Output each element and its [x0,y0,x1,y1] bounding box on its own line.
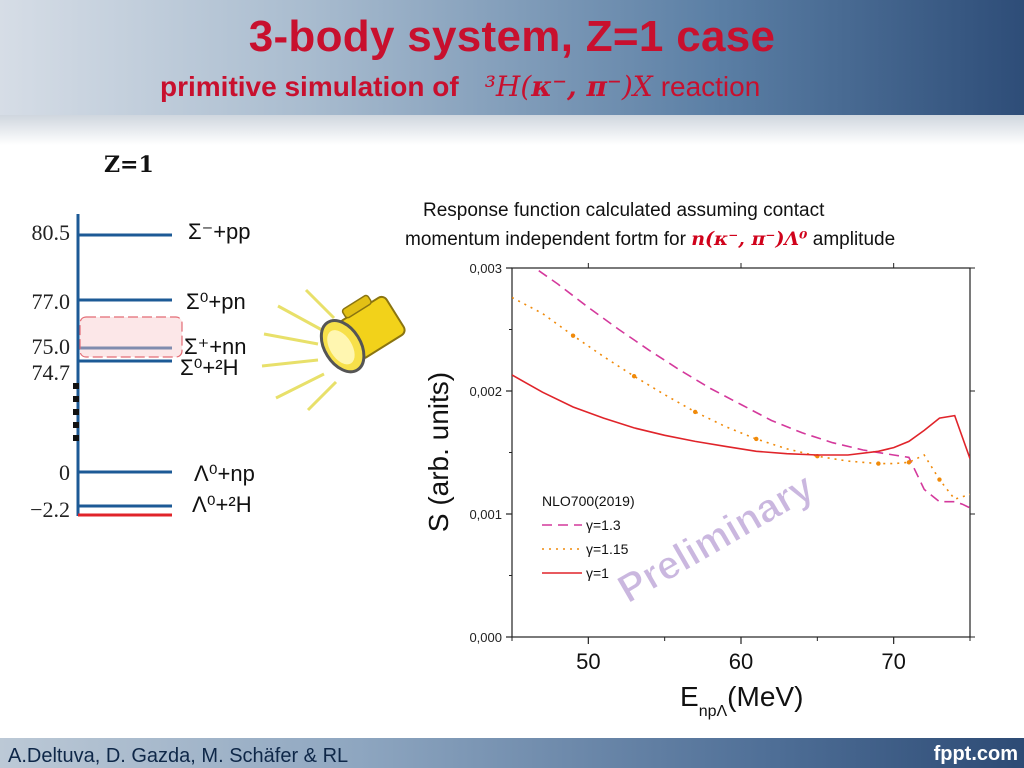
y-tick-label: 0,000 [469,630,502,645]
axis-break-dot [73,435,79,441]
series-line-1 [533,268,970,509]
axis-break-dot [73,396,79,402]
level-energy: 77.0 [31,289,71,314]
level-label: Λ⁰+np [194,461,255,486]
y-tick-label: 0,002 [469,384,502,399]
axis-break-dot [73,383,79,389]
x-axis-label: EnpΛ(MeV) [680,681,803,720]
header-bar [0,0,1024,115]
plot-frame [511,267,971,638]
level-energy: 0 [59,460,70,485]
subtitle-math-base: ³H( [484,70,532,103]
z-label: Z=1 [104,152,154,178]
y-tick-label: 0,001 [469,507,502,522]
axis-break-dot [73,422,79,428]
level-label: Σ⁰+pn [186,289,246,314]
y-tick-label: 0,003 [469,261,502,276]
axis-break-dot [73,409,79,415]
series-line-2 [512,296,970,501]
preliminary-watermark: Preliminary [611,464,822,611]
slide-subtitle: primitive simulation of ³H(κ⁻, π⁻)X reacti… [160,70,760,103]
slide-title: 3-body system, Z=1 case [248,12,776,61]
legend-entry: γ=1.15 [586,541,629,557]
caption-suffix: amplitude [807,229,896,250]
footer-bar [0,738,1024,768]
level-energy: 75.0 [31,334,71,359]
level-label: Σ⁰+²H [180,355,239,380]
series-point [906,460,912,465]
level-energy: 80.5 [31,220,71,245]
x-tick-label: 70 [881,649,905,674]
level-label: Λ⁰+²H [192,492,252,517]
footer-brand: fppt.com [933,743,1018,765]
caption-prefix: momentum independent fortm for [405,229,692,250]
flashlight-icon [261,288,406,412]
level-energy: −2.2 [30,497,70,522]
level-label: Σ⁻+pp [188,219,251,244]
caption-line-1: Response function calculated assuming co… [423,200,825,221]
series-line-3 [512,374,970,459]
series-point [937,477,942,482]
subtitle-text: primitive simulation of [160,71,459,102]
caption-math: n(κ⁻, π⁻)Λ⁰ [691,228,808,250]
highlight-box [79,316,183,358]
caption-line-2: momentum independent fortm for n(κ⁻, π⁻)… [405,225,1005,254]
legend-entry: γ=1 [586,565,609,581]
series-point [876,461,881,466]
series-point [631,374,637,379]
level-energy: 74.7 [31,360,71,385]
x-tick-label: 60 [729,649,753,674]
subtitle-tail: reaction [660,71,761,102]
subtitle-math-particles: κ⁻, π⁻ [531,70,622,103]
footer-authors: A.Deltuva, D. Gazda, M. Schäfer & RL [8,745,349,767]
series-point [570,333,576,338]
header-shadow [0,115,1024,145]
series-point [754,436,759,442]
legend-title: NLO700(2019) [542,493,635,509]
legend-entry: γ=1.3 [586,517,621,533]
level-label: Σ⁺+nn [184,334,247,359]
subtitle-math-close: )X [621,70,653,103]
x-tick-label: 50 [576,649,600,674]
series-point [693,409,698,415]
y-axis-label: S (arb. units) [423,372,454,532]
response-caption: Response function calculated assuming co… [405,197,1005,254]
